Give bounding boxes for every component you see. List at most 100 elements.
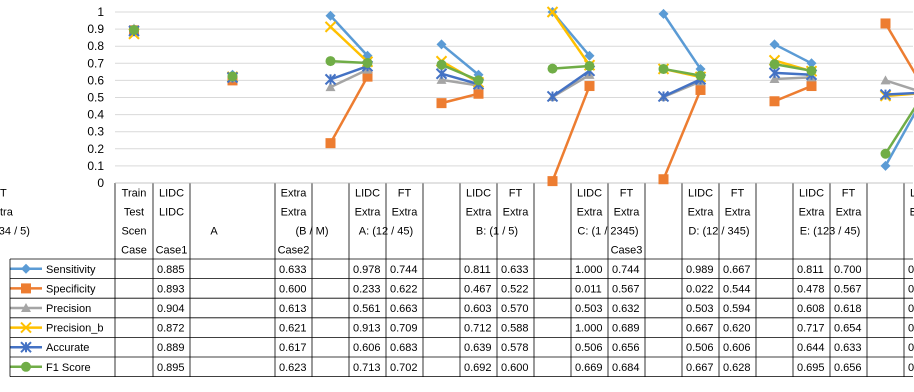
data-point (769, 39, 780, 50)
header-scen-cell: A (210, 226, 218, 238)
table-value: 0.522 (501, 283, 529, 295)
y-tick-label: 0.1 (87, 159, 104, 173)
table-value: 1.000 (575, 264, 603, 276)
data-point (769, 74, 780, 84)
legend-label: Sensitivity (46, 264, 96, 276)
data-point (546, 90, 559, 103)
table-value: 0.811 (797, 264, 824, 276)
y-tick-label: 0.3 (87, 125, 104, 139)
header-case-label: Case (121, 245, 147, 257)
data-point (325, 10, 336, 21)
series-specificity (129, 18, 914, 187)
table-value: 0.978 (353, 264, 381, 276)
y-tick-label: 0.2 (87, 142, 104, 156)
legend-marker (21, 263, 31, 274)
series-line-segment (884, 106, 914, 155)
y-tick-label: 1 (97, 5, 104, 19)
header-train-cell: FT (842, 188, 856, 200)
data-point (325, 82, 336, 92)
legend-label: Specificity (46, 283, 96, 295)
table-value: 0.669 (575, 362, 603, 374)
series-line-segment (774, 76, 812, 81)
gridlines (115, 11, 913, 184)
header-test-cell: LIDC (159, 207, 184, 219)
y-tick-label: 0.4 (87, 108, 104, 122)
table-value: 0.639 (464, 342, 492, 354)
header-test-cell: Extra (355, 207, 382, 219)
legend-label: Precision (46, 303, 91, 315)
legend-label: F1 Score (46, 362, 91, 374)
series-line-segment (441, 63, 479, 82)
table-value: 0.712 (464, 323, 492, 335)
data-point (436, 74, 447, 84)
table-value: 1.000 (575, 323, 603, 335)
table-value: 0.872 (157, 323, 185, 335)
header-scen-cell: F: (1234 / 5) (0, 226, 30, 238)
table-value: 0.702 (390, 362, 418, 374)
data-point (880, 18, 891, 29)
header-case-cell: Case1 (156, 245, 188, 257)
data-point (325, 138, 336, 149)
table-value: 0.656 (612, 342, 640, 354)
table-value: 0.713 (353, 362, 381, 374)
series-line-segment (663, 67, 701, 77)
table-value: 0.989 (686, 264, 714, 276)
header-test-cell: Extra (910, 207, 914, 219)
header-test-cell: Extra (688, 207, 715, 219)
data-point (768, 67, 781, 79)
series-line-segment (885, 79, 914, 91)
table-value: 0.594 (723, 303, 751, 315)
series-line-segment (773, 43, 813, 65)
table-value: 0.663 (390, 303, 418, 315)
table-value: 0.623 (279, 362, 307, 374)
table-value: 0.811 (464, 264, 491, 276)
table-value: 0.606 (353, 342, 381, 354)
table-value: 0.684 (612, 362, 640, 374)
y-tick-label: 0.5 (87, 91, 104, 105)
header-train-cell: FT (620, 188, 634, 200)
data-point (657, 90, 670, 103)
y-tick-label: 0 (97, 176, 104, 190)
data-point (658, 174, 669, 185)
data-point (547, 176, 558, 187)
data-point (473, 88, 484, 99)
series-line-segment (774, 84, 812, 103)
table-value: 0.689 (612, 323, 640, 335)
header-scen-label: Scen (121, 226, 146, 238)
legend-marker (21, 303, 31, 312)
data-point (880, 160, 891, 171)
table-value: 0.606 (723, 342, 751, 354)
data-point (769, 96, 780, 107)
y-tick-label: 0.9 (87, 22, 104, 36)
data-point (227, 71, 238, 82)
header-test-cell: Extra (577, 207, 604, 219)
plot-area (128, 6, 914, 187)
y-tick-label: 0.6 (87, 73, 104, 87)
header-test-cell: Extra (0, 207, 14, 219)
table-value: 0.608 (797, 303, 825, 315)
series-f1-score (129, 24, 914, 159)
table-value: 0.503 (686, 303, 714, 315)
series-line-segment (662, 78, 702, 98)
data-point (325, 56, 336, 67)
table-value: 0.744 (390, 264, 418, 276)
series-line-segment (329, 76, 369, 144)
header-train-cell: LIDC (910, 188, 914, 200)
header-test-cell: Extra (725, 207, 752, 219)
y-axis: 0 0.1 0.2 0.3 0.4 0.5 0.6 0.7 0.8 0.9 1 (87, 5, 104, 190)
legend-marker (20, 341, 32, 353)
header-test-cell: Extra (836, 207, 863, 219)
series-line-segment (441, 92, 479, 105)
header-case-cell: Case3 (611, 245, 643, 257)
data-point (546, 6, 559, 18)
table-value: 0.695 (797, 362, 825, 374)
table-value: 0.617 (279, 342, 307, 354)
header-train-cell: FT (0, 188, 7, 200)
header-train-cell: FT (509, 188, 523, 200)
data-point (436, 39, 447, 50)
table-value: 0.889 (157, 342, 185, 354)
header-test-label: Test (124, 207, 144, 219)
table-value: 0.700 (834, 264, 862, 276)
table-value: 0.022 (686, 283, 714, 295)
data-point (436, 98, 447, 109)
